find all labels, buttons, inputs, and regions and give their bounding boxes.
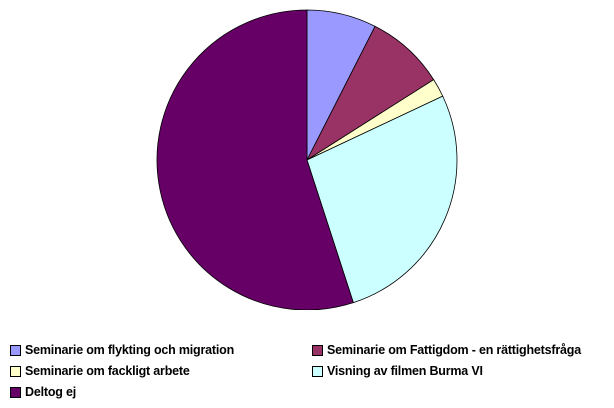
legend-label-fattigdom: Seminarie om Fattigdom - en rättighetsfr… xyxy=(327,343,581,357)
legend-label-burma: Visning av filmen Burma VI xyxy=(327,364,483,378)
legend-item-deltog-ej: Deltog ej xyxy=(10,385,76,399)
legend-swatch-burma xyxy=(312,365,323,377)
legend-label-flykting: Seminarie om flykting och migration xyxy=(25,343,235,357)
legend-label-deltog-ej: Deltog ej xyxy=(25,385,76,399)
legend-swatch-deltog-ej xyxy=(10,386,21,398)
pie-chart xyxy=(156,9,458,310)
legend-item-fattigdom: Seminarie om Fattigdom - en rättighetsfr… xyxy=(312,343,581,357)
pie-chart-svg xyxy=(156,9,458,310)
legend-label-fackligt: Seminarie om fackligt arbete xyxy=(25,364,190,378)
legend-swatch-fattigdom xyxy=(312,344,323,356)
pie-slice-burma xyxy=(306,95,458,304)
legend-swatch-fackligt xyxy=(10,365,21,377)
legend-swatch-flykting xyxy=(10,344,21,356)
legend-item-flykting: Seminarie om flykting och migration xyxy=(10,343,234,357)
legend-item-burma: Visning av filmen Burma VI xyxy=(312,364,483,378)
pie-slice-deltog-ej xyxy=(156,9,354,310)
legend-item-fackligt: Seminarie om fackligt arbete xyxy=(10,364,190,378)
